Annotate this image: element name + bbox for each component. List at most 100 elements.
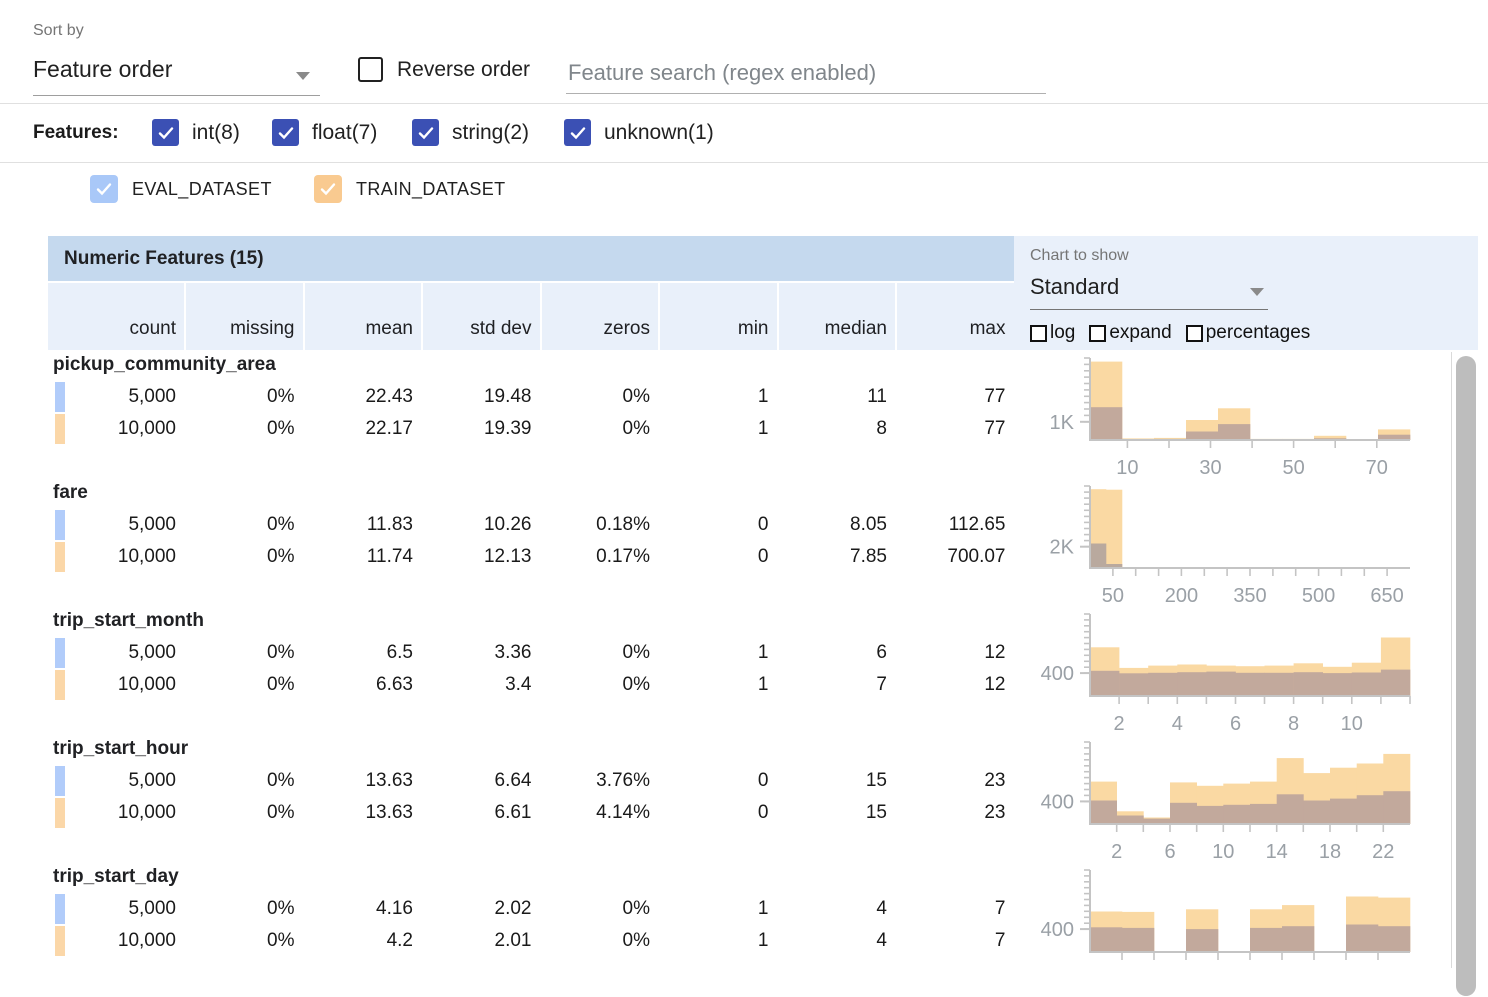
stat-cell: 7.85 (777, 541, 896, 573)
dataset-label: EVAL_DATASET (132, 179, 272, 200)
stat-cell: 15 (777, 765, 896, 797)
stat-cell: 7 (895, 925, 1014, 957)
chart-option-log[interactable]: log (1030, 322, 1075, 344)
stat-cell: 0% (184, 925, 303, 957)
stat-cell: 0.18% (540, 509, 659, 541)
stat-cell: 1 (658, 637, 777, 669)
histogram-trip_start_day: 400 (1020, 864, 1448, 992)
svg-text:4: 4 (1172, 713, 1183, 735)
svg-text:14: 14 (1266, 841, 1288, 863)
stat-cell: 0% (184, 509, 303, 541)
checked-checkbox-icon (314, 175, 342, 203)
stat-cell: 11.83 (303, 509, 422, 541)
chart-to-show-label: Chart to show (1030, 247, 1129, 265)
stat-cell: 0% (540, 925, 659, 957)
stat-cell: 0 (658, 509, 777, 541)
divider (0, 103, 1488, 104)
stat-cell: 0% (184, 381, 303, 413)
stat-cell: 2.02 (421, 893, 540, 925)
numeric-features-title: Numeric Features (15) (64, 248, 264, 270)
sort-by-select[interactable]: Feature order (33, 56, 320, 96)
chart-option-percentages[interactable]: percentages (1186, 322, 1311, 344)
stat-cell: 12 (895, 637, 1014, 669)
type-filter-label: string(2) (452, 121, 529, 145)
type-filter-unknown[interactable]: unknown(1) (564, 119, 714, 146)
feature-search (566, 52, 1046, 94)
stat-cell: 10,000 (48, 925, 184, 957)
stat-cell: 12.13 (421, 541, 540, 573)
dataset-toggle-eval_dataset[interactable]: EVAL_DATASET (90, 175, 272, 203)
stat-cell: 19.39 (421, 413, 540, 445)
svg-text:30: 30 (1199, 457, 1221, 479)
scrollbar-thumb[interactable] (1456, 356, 1476, 996)
stat-cell: 4.14% (540, 797, 659, 829)
feature-search-input[interactable] (566, 52, 1046, 93)
svg-text:500: 500 (1302, 585, 1335, 607)
chart-panel: Chart to show Standard log expand percenta… (1014, 236, 1478, 350)
stat-cell: 10,000 (48, 413, 184, 445)
stat-cell: 6 (777, 637, 896, 669)
stat-cell: 112.65 (895, 509, 1014, 541)
stat-cell: 0% (540, 669, 659, 701)
stat-cell: 0% (184, 541, 303, 573)
type-filter-int[interactable]: int(8) (152, 119, 240, 146)
stat-cell: 10,000 (48, 797, 184, 829)
stat-cell: 3.4 (421, 669, 540, 701)
stat-cell: 5,000 (48, 381, 184, 413)
stat-cell: 3.76% (540, 765, 659, 797)
stat-cell: 23 (895, 797, 1014, 829)
column-header-mean: mean (303, 283, 422, 350)
dataset-toggle-train_dataset[interactable]: TRAIN_DATASET (314, 175, 506, 203)
type-filter-string[interactable]: string(2) (412, 119, 529, 146)
stat-cell: 13.63 (303, 797, 422, 829)
stat-cell: 0 (658, 797, 777, 829)
svg-text:6: 6 (1230, 713, 1241, 735)
checked-checkbox-icon (272, 119, 299, 146)
chart-type-select[interactable]: Standard (1030, 274, 1268, 310)
type-filter-label: unknown(1) (604, 121, 714, 145)
stat-cell: 1 (658, 893, 777, 925)
stat-cell: 4 (777, 893, 896, 925)
svg-text:50: 50 (1282, 457, 1304, 479)
unchecked-checkbox-icon (1186, 325, 1203, 342)
stat-cell: 0% (184, 893, 303, 925)
stat-cell: 13.63 (303, 765, 422, 797)
column-header-count: count (48, 283, 184, 350)
svg-text:2: 2 (1111, 841, 1122, 863)
svg-text:70: 70 (1366, 457, 1388, 479)
stat-cell: 0.17% (540, 541, 659, 573)
stat-cell: 1 (658, 669, 777, 701)
svg-text:18: 18 (1319, 841, 1341, 863)
stat-cell: 10,000 (48, 541, 184, 573)
svg-text:2K: 2K (1050, 537, 1075, 559)
stat-cell: 5,000 (48, 637, 184, 669)
chart-option-expand[interactable]: expand (1089, 322, 1171, 344)
stat-cell: 0% (540, 413, 659, 445)
reverse-order-checkbox[interactable] (358, 57, 383, 82)
stat-cell: 4.2 (303, 925, 422, 957)
column-header-zeros: zeros (540, 283, 659, 350)
checked-checkbox-icon (152, 119, 179, 146)
stat-cell: 11.74 (303, 541, 422, 573)
stat-cell: 0% (540, 893, 659, 925)
svg-text:650: 650 (1370, 585, 1403, 607)
svg-text:6: 6 (1164, 841, 1175, 863)
type-filter-float[interactable]: float(7) (272, 119, 377, 146)
checked-checkbox-icon (90, 175, 118, 203)
svg-text:400: 400 (1041, 919, 1074, 941)
stat-cell: 1 (658, 925, 777, 957)
chart-options: log expand percentages (1030, 322, 1310, 344)
stat-cell: 6.64 (421, 765, 540, 797)
stat-cell: 1 (658, 381, 777, 413)
stat-cell: 7 (777, 669, 896, 701)
stat-cell: 8.05 (777, 509, 896, 541)
reverse-order-label: Reverse order (397, 58, 530, 82)
stat-cell: 10.26 (421, 509, 540, 541)
stat-cell: 0% (184, 797, 303, 829)
